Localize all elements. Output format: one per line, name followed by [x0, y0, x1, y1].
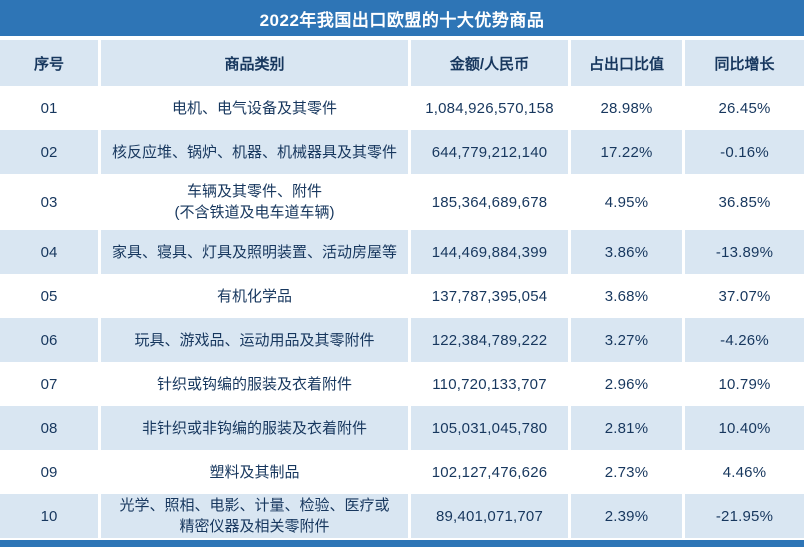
- category-cell: 有机化学品: [101, 274, 411, 318]
- share-cell: 28.98%: [571, 86, 685, 130]
- share-cell: 2.73%: [571, 450, 685, 494]
- table-row: 07 针织或钩编的服装及衣着附件 110,720,133,707 2.96% 1…: [0, 362, 804, 406]
- yoy-cell: 36.85%: [685, 174, 804, 230]
- page-title: 2022年我国出口欧盟的十大优势商品: [0, 0, 804, 36]
- table-row: 09 塑料及其制品 102,127,476,626 2.73% 4.46%: [0, 450, 804, 494]
- share-cell: 4.95%: [571, 174, 685, 230]
- footer-bar: [0, 540, 804, 547]
- table-row: 08 非针织或非钩编的服装及衣着附件 105,031,045,780 2.81%…: [0, 406, 804, 450]
- category-cell: 塑料及其制品: [101, 450, 411, 494]
- category-cell: 家具、寝具、灯具及照明装置、活动房屋等: [101, 230, 411, 274]
- category-cell: 针织或钩编的服装及衣着附件: [101, 362, 411, 406]
- amount-cell: 1,084,926,570,158: [411, 86, 571, 130]
- table-row: 03 车辆及其零件、附件 (不含铁道及电车道车辆) 185,364,689,67…: [0, 174, 804, 230]
- rank-cell: 10: [0, 494, 101, 538]
- column-header-yoy-growth: 同比增长: [685, 40, 804, 86]
- amount-cell: 137,787,395,054: [411, 274, 571, 318]
- amount-cell: 102,127,476,626: [411, 450, 571, 494]
- rank-cell: 04: [0, 230, 101, 274]
- column-header-amount: 金额/人民币: [411, 40, 571, 86]
- column-header-export-share: 占出口比值: [571, 40, 685, 86]
- amount-cell: 144,469,884,399: [411, 230, 571, 274]
- table-row: 01 电机、电气设备及其零件 1,084,926,570,158 28.98% …: [0, 86, 804, 130]
- yoy-cell: 4.46%: [685, 450, 804, 494]
- banner-divider: [0, 36, 804, 40]
- table-row: 06 玩具、游戏品、运动用品及其零附件 122,384,789,222 3.27…: [0, 318, 804, 362]
- commodities-table: 序号 商品类别 金额/人民币 占出口比值 同比增长 01 电机、电气设备及其零件…: [0, 40, 804, 538]
- yoy-cell: -13.89%: [685, 230, 804, 274]
- category-cell: 电机、电气设备及其零件: [101, 86, 411, 130]
- amount-cell: 110,720,133,707: [411, 362, 571, 406]
- rank-cell: 08: [0, 406, 101, 450]
- yoy-cell: -0.16%: [685, 130, 804, 174]
- amount-cell: 644,779,212,140: [411, 130, 571, 174]
- rank-cell: 09: [0, 450, 101, 494]
- rank-cell: 01: [0, 86, 101, 130]
- share-cell: 2.81%: [571, 406, 685, 450]
- table-row: 10 光学、照相、电影、计量、检验、医疗或 精密仪器及相关零附件 89,401,…: [0, 494, 804, 538]
- share-cell: 3.27%: [571, 318, 685, 362]
- table-header-row: 序号 商品类别 金额/人民币 占出口比值 同比增长: [0, 40, 804, 86]
- amount-cell: 122,384,789,222: [411, 318, 571, 362]
- category-cell: 核反应堆、锅炉、机器、机械器具及其零件: [101, 130, 411, 174]
- rank-cell: 03: [0, 174, 101, 230]
- yoy-cell: -21.95%: [685, 494, 804, 538]
- rank-cell: 07: [0, 362, 101, 406]
- rank-cell: 06: [0, 318, 101, 362]
- category-cell: 车辆及其零件、附件 (不含铁道及电车道车辆): [101, 174, 411, 230]
- amount-cell: 89,401,071,707: [411, 494, 571, 538]
- category-cell: 非针织或非钩编的服装及衣着附件: [101, 406, 411, 450]
- rank-cell: 02: [0, 130, 101, 174]
- share-cell: 2.39%: [571, 494, 685, 538]
- share-cell: 17.22%: [571, 130, 685, 174]
- column-header-rank: 序号: [0, 40, 101, 86]
- yoy-cell: 10.79%: [685, 362, 804, 406]
- yoy-cell: -4.26%: [685, 318, 804, 362]
- yoy-cell: 10.40%: [685, 406, 804, 450]
- column-header-category: 商品类别: [101, 40, 411, 86]
- share-cell: 3.68%: [571, 274, 685, 318]
- amount-cell: 105,031,045,780: [411, 406, 571, 450]
- footer-divider: [0, 538, 804, 540]
- category-cell: 玩具、游戏品、运动用品及其零附件: [101, 318, 411, 362]
- yoy-cell: 37.07%: [685, 274, 804, 318]
- table-row: 05 有机化学品 137,787,395,054 3.68% 37.07%: [0, 274, 804, 318]
- share-cell: 3.86%: [571, 230, 685, 274]
- category-cell: 光学、照相、电影、计量、检验、医疗或 精密仪器及相关零附件: [101, 494, 411, 538]
- table-row: 04 家具、寝具、灯具及照明装置、活动房屋等 144,469,884,399 3…: [0, 230, 804, 274]
- amount-cell: 185,364,689,678: [411, 174, 571, 230]
- yoy-cell: 26.45%: [685, 86, 804, 130]
- table-row: 02 核反应堆、锅炉、机器、机械器具及其零件 644,779,212,140 1…: [0, 130, 804, 174]
- rank-cell: 05: [0, 274, 101, 318]
- share-cell: 2.96%: [571, 362, 685, 406]
